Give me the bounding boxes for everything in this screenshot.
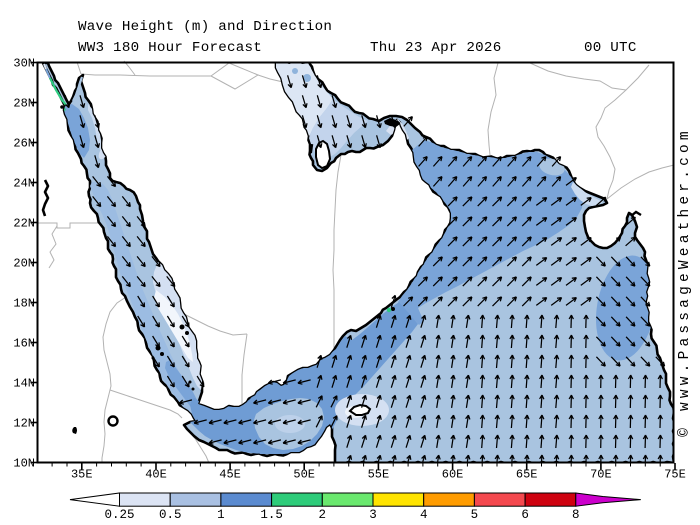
svg-text:1.5: 1.5: [260, 508, 283, 522]
svg-text:35E: 35E: [71, 468, 93, 482]
svg-text:2: 2: [319, 508, 327, 522]
svg-text:Thu 23 Apr 2026: Thu 23 Apr 2026: [370, 40, 501, 56]
svg-text:12N: 12N: [13, 417, 35, 431]
svg-text:0.5: 0.5: [159, 508, 182, 522]
svg-text:26N: 26N: [13, 137, 35, 151]
svg-text:20N: 20N: [13, 257, 35, 271]
svg-text:30N: 30N: [13, 57, 35, 71]
svg-text:6: 6: [521, 508, 529, 522]
svg-text:1: 1: [217, 508, 225, 522]
svg-text:60E: 60E: [442, 468, 464, 482]
svg-text:10N: 10N: [13, 457, 35, 471]
svg-text:5: 5: [471, 508, 479, 522]
svg-text:4: 4: [420, 508, 428, 522]
svg-text:45E: 45E: [219, 468, 241, 482]
svg-text:0.25: 0.25: [104, 508, 134, 522]
svg-text:70E: 70E: [590, 468, 612, 482]
svg-text:75E: 75E: [664, 468, 686, 482]
svg-text:Wave Height (m) and Direction: Wave Height (m) and Direction: [78, 19, 332, 35]
svg-text:© www.PassageWeather.com: © www.PassageWeather.com: [677, 127, 693, 437]
svg-text:18N: 18N: [13, 297, 35, 311]
svg-text:40E: 40E: [145, 468, 167, 482]
svg-text:28N: 28N: [13, 97, 35, 111]
svg-text:14N: 14N: [13, 377, 35, 391]
svg-text:22N: 22N: [13, 217, 35, 231]
svg-text:55E: 55E: [368, 468, 390, 482]
svg-text:00 UTC: 00 UTC: [584, 40, 637, 56]
svg-text:WW3 180 Hour Forecast: WW3 180 Hour Forecast: [78, 40, 262, 56]
svg-text:3: 3: [369, 508, 377, 522]
svg-text:16N: 16N: [13, 337, 35, 351]
svg-text:24N: 24N: [13, 177, 35, 191]
svg-text:50E: 50E: [293, 468, 315, 482]
svg-text:8: 8: [572, 508, 580, 522]
svg-text:65E: 65E: [516, 468, 538, 482]
